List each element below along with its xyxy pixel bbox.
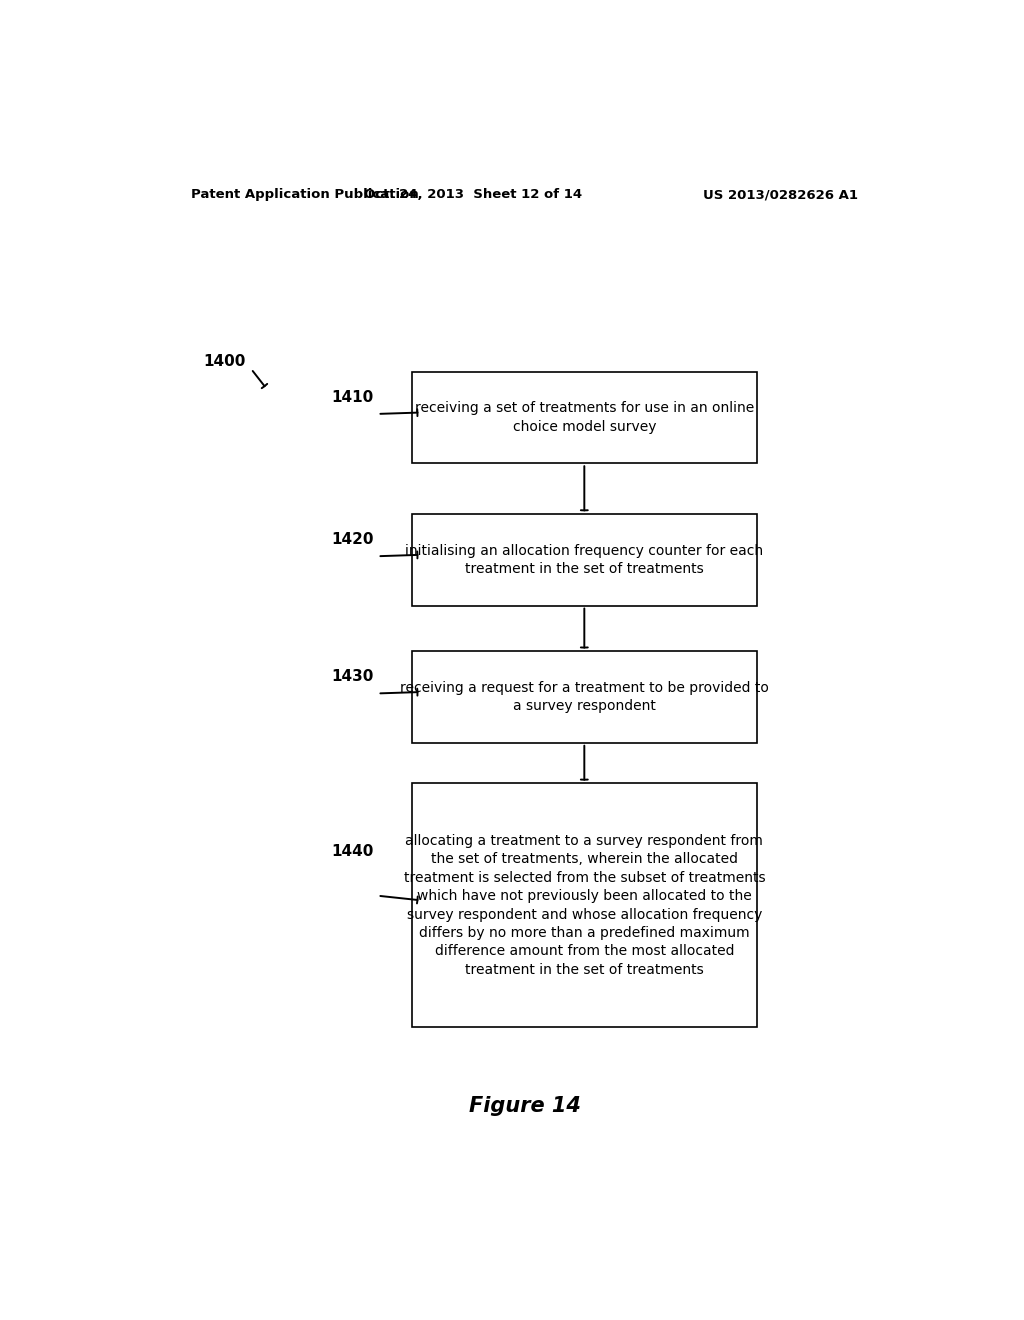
Text: 1400: 1400 xyxy=(203,354,246,370)
Text: Figure 14: Figure 14 xyxy=(469,1096,581,1115)
Text: US 2013/0282626 A1: US 2013/0282626 A1 xyxy=(703,189,858,202)
Text: receiving a request for a treatment to be provided to
a survey respondent: receiving a request for a treatment to b… xyxy=(400,681,769,713)
Text: receiving a set of treatments for use in an online
choice model survey: receiving a set of treatments for use in… xyxy=(415,401,754,434)
Text: allocating a treatment to a survey respondent from
the set of treatments, wherei: allocating a treatment to a survey respo… xyxy=(403,834,765,977)
Text: Oct. 24, 2013  Sheet 12 of 14: Oct. 24, 2013 Sheet 12 of 14 xyxy=(365,189,583,202)
Text: Patent Application Publication: Patent Application Publication xyxy=(191,189,419,202)
Bar xyxy=(412,372,757,463)
Bar xyxy=(412,651,757,743)
Bar xyxy=(412,515,757,606)
Text: 1410: 1410 xyxy=(332,389,374,405)
Text: 1430: 1430 xyxy=(331,669,374,685)
Bar xyxy=(412,784,757,1027)
Text: initialising an allocation frequency counter for each
treatment in the set of tr: initialising an allocation frequency cou… xyxy=(406,544,763,576)
Text: 1440: 1440 xyxy=(331,845,374,859)
Text: 1420: 1420 xyxy=(331,532,374,548)
